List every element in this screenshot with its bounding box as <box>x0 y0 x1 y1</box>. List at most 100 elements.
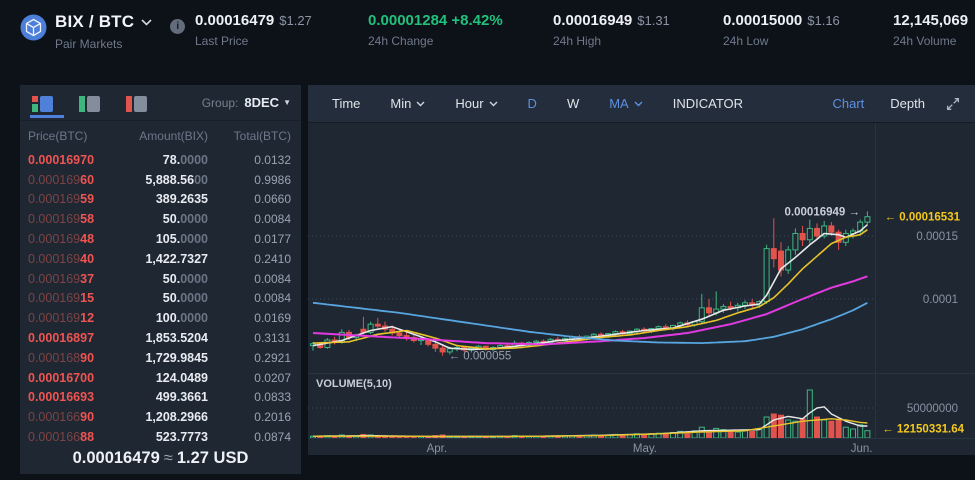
orderbook-ask-row[interactable]: 0.00016915 50.0000 0.0084 <box>28 289 291 309</box>
vol-ma-white <box>313 406 868 438</box>
header-stat: 0.00015000 $1.16 24h Low <box>723 12 840 48</box>
stat-label: 24h High <box>553 34 602 48</box>
orderbook-panel: Group: 8DEC ▼ Price(BTC) Amount(BIX) Tot… <box>20 85 301 474</box>
bibox-logo-icon <box>20 14 47 41</box>
ask-price: 0.00016915 <box>28 291 95 306</box>
orderbook-rows: 0.00016970 78.0000 0.0132 0.00016960 5,8… <box>20 148 301 447</box>
orderbook-ask-row[interactable]: 0.00016958 50.0000 0.0084 <box>28 209 291 229</box>
ask-total: 0.0874 <box>254 430 291 445</box>
group-caret-icon: ▼ <box>283 98 291 107</box>
ask-amount: 105.0000 <box>155 232 208 247</box>
ask-amount: 1,853.5204 <box>145 331 208 346</box>
price-tick-label: 0.0001 <box>923 294 958 306</box>
toolbar-item-w[interactable]: W <box>566 96 580 111</box>
column-total: Total(BTC) <box>233 128 291 143</box>
stat-label: 24h Low <box>723 34 769 48</box>
orderbook-tab-asks[interactable] <box>122 88 160 117</box>
orderbook-ask-row[interactable]: 0.00016912 100.0000 0.0169 <box>28 308 291 328</box>
ask-total: 0.2016 <box>254 410 291 425</box>
orderbook-ask-row[interactable]: 0.00016940 1,422.7327 0.2410 <box>28 249 291 269</box>
price-tick-label: 0.00015 <box>916 231 958 243</box>
orderbook-ask-row[interactable]: 0.00016948 105.0000 0.0177 <box>28 229 291 249</box>
ask-amount: 50.0000 <box>162 271 208 286</box>
stat-value: 12,145,069 <box>893 12 969 29</box>
stat-usd: $1.27 <box>279 13 312 28</box>
top-header: BIX / BTC Pair Markets i 0.00016479 $1.27… <box>0 0 975 62</box>
ask-amount: 124.0489 <box>155 370 208 385</box>
pair-markets-label: Pair Markets <box>55 37 123 51</box>
view-chart[interactable]: Chart <box>832 96 865 111</box>
orderbook-column-headers: Price(BTC) Amount(BIX) Total(BTC) <box>20 121 301 148</box>
ask-price: 0.00016700 <box>28 370 95 385</box>
toolbar-item-indicator[interactable]: INDICATOR <box>672 96 744 111</box>
ma-blue <box>312 301 868 344</box>
ask-amount: 50.0000 <box>162 291 208 306</box>
ask-amount: 100.0000 <box>155 311 208 326</box>
column-price: Price(BTC) <box>28 128 88 143</box>
toolbar-item-hour[interactable]: Hour <box>455 96 498 111</box>
chart-panel: Time Min Hour D W MA INDICATOR Chart Depth 0.00… <box>308 85 975 455</box>
footer-price: 0.00016479 <box>72 449 160 467</box>
chevron-down-icon <box>489 101 498 106</box>
ask-total: 0.0207 <box>254 370 291 385</box>
ask-price: 0.00016948 <box>28 232 95 247</box>
ask-total: 0.0084 <box>254 212 291 227</box>
view-depth[interactable]: Depth <box>890 96 925 111</box>
current-volume-label: ← 12150331.64 <box>882 424 964 436</box>
toolbar-item-ma[interactable]: MA <box>609 96 643 111</box>
ask-total: 0.2921 <box>254 350 291 365</box>
orderbook-ask-row[interactable]: 0.00016690 1,208.2966 0.2016 <box>28 407 291 427</box>
header-stat: 0.00016949 $1.31 24h High <box>553 12 670 48</box>
orderbook-ask-row[interactable]: 0.00016970 78.0000 0.0132 <box>28 150 291 170</box>
low-annotation: ← 0.000055 <box>449 351 512 363</box>
pair-selector[interactable]: BIX / BTC <box>55 12 152 32</box>
toolbar-item-d[interactable]: D <box>527 96 537 111</box>
ask-total: 0.0660 <box>254 192 291 207</box>
ask-amount: 5,888.5600 <box>145 172 208 187</box>
stat-value: 0.00001284 +8.42% <box>368 12 503 29</box>
orderbook-ask-row[interactable]: 0.00016890 1,729.9845 0.2921 <box>28 348 291 368</box>
ask-amount: 389.2635 <box>155 192 208 207</box>
orderbook-tab-bids[interactable] <box>75 88 113 117</box>
ask-amount: 1,208.2966 <box>145 410 208 425</box>
ask-total: 0.0084 <box>254 271 291 286</box>
fullscreen-icon[interactable] <box>945 96 961 112</box>
orderbook-toolbar: Group: 8DEC ▼ <box>20 85 301 121</box>
orderbook-ask-row[interactable]: 0.00016693 499.3661 0.0833 <box>28 388 291 408</box>
orderbook-ask-row[interactable]: 0.00016897 1,853.5204 0.3131 <box>28 328 291 348</box>
ask-total: 0.0833 <box>254 390 291 405</box>
volume-tick-label: 50000000 <box>907 403 958 415</box>
ask-total: 0.0169 <box>254 311 291 326</box>
price-volume-chart[interactable]: 0.00015 0.0001 ← 0.00016531 50000000 ← 12150… <box>308 123 975 455</box>
ask-amount: 1,729.9845 <box>145 350 208 365</box>
chevron-down-icon <box>634 101 643 106</box>
orderbook-tab-both[interactable] <box>28 88 66 118</box>
orderbook-footer: 0.00016479 ≈1.27 USD <box>20 449 301 468</box>
column-amount: Amount(BIX) <box>139 128 208 143</box>
group-selector[interactable]: Group: 8DEC ▼ <box>202 95 291 110</box>
ask-price: 0.00016690 <box>28 410 95 425</box>
stat-usd: $1.16 <box>807 13 840 28</box>
ask-total: 0.9986 <box>254 172 291 187</box>
ask-amount: 50.0000 <box>162 212 208 227</box>
ask-price: 0.00016912 <box>28 311 95 326</box>
orderbook-ask-row[interactable]: 0.00016959 389.2635 0.0660 <box>28 190 291 210</box>
x-axis-label: Apr. <box>427 443 447 455</box>
orderbook-ask-row[interactable]: 0.00016960 5,888.5600 0.9986 <box>28 170 291 190</box>
header-stat: 0.00016479 $1.27 Last Price <box>195 12 312 48</box>
high-annotation: 0.00016949 → <box>785 206 860 218</box>
pair-title: BIX / BTC <box>55 12 135 31</box>
stat-value: 0.00016949 <box>553 12 633 29</box>
toolbar-item-time[interactable]: Time <box>332 96 361 111</box>
ask-amount: 78.0000 <box>162 152 208 167</box>
orderbook-ask-row[interactable]: 0.00016937 50.0000 0.0084 <box>28 269 291 289</box>
footer-usd: 1.27 USD <box>176 449 249 467</box>
x-axis-label: Jun. <box>851 443 873 455</box>
orderbook-ask-row[interactable]: 0.00016700 124.0489 0.0207 <box>28 368 291 388</box>
orderbook-ask-row[interactable]: 0.00016688 523.7773 0.0874 <box>28 427 291 447</box>
stat-label: 24h Volume <box>893 34 957 48</box>
current-price-label: ← 0.00016531 <box>885 212 961 224</box>
toolbar-item-min[interactable]: Min <box>390 96 425 111</box>
info-icon[interactable]: i <box>170 19 186 34</box>
